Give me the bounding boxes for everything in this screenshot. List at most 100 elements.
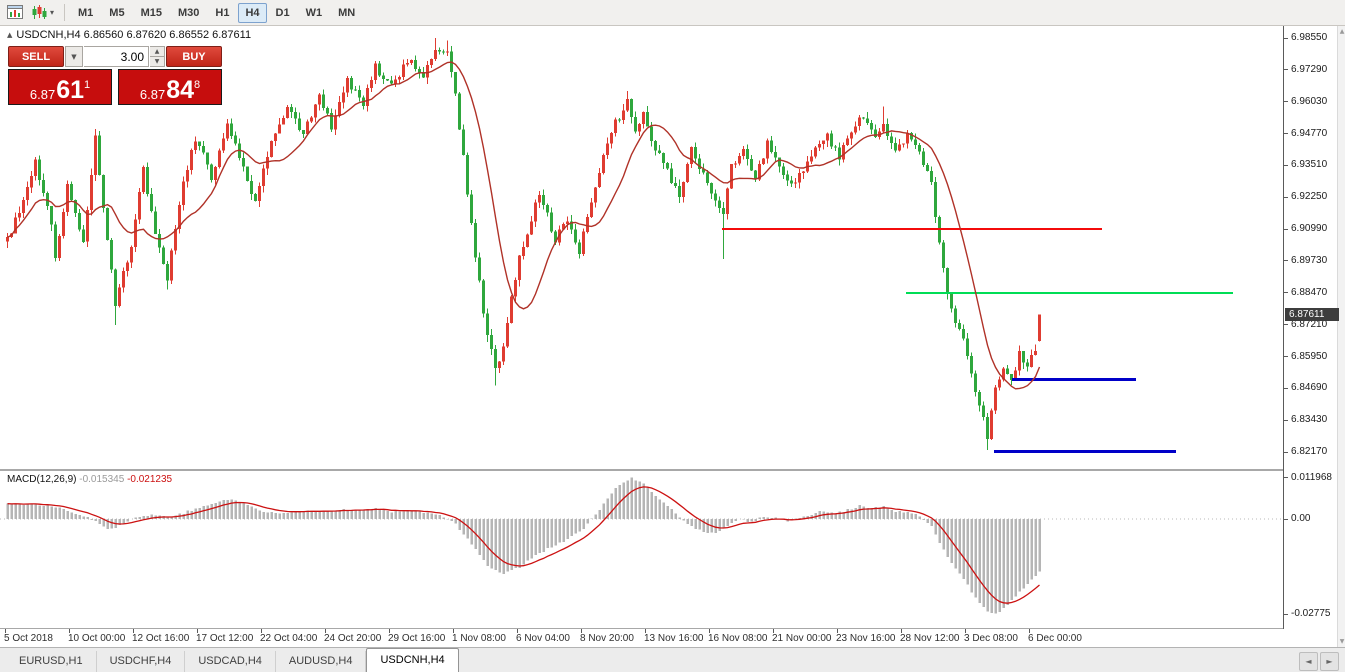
macd-axis-tick <box>1284 477 1288 478</box>
chart-type-icon[interactable]: ▾ <box>27 1 58 25</box>
current-price-badge: 6.87611 <box>1285 308 1339 321</box>
price-axis-label: 6.84690 <box>1291 382 1328 393</box>
sell-button[interactable]: SELL <box>8 46 64 67</box>
volume-spin-up-button[interactable]: ▲ <box>150 47 164 57</box>
price-axis-label: 6.96030 <box>1291 96 1328 107</box>
price-axis-label: 6.98550 <box>1291 32 1328 43</box>
timeframe-button-m5[interactable]: M5 <box>109 6 125 19</box>
timeframe-toolbar: M1 M5 M15 M30 H1 H4 D1 W1 MN <box>71 2 362 23</box>
candlestick-type-icon-image <box>32 5 47 19</box>
price-axis-tick <box>1284 69 1288 70</box>
time-axis-label: 23 Nov 16:00 <box>836 633 896 644</box>
price-axis-label: 6.88470 <box>1291 287 1328 298</box>
price-axis-tick <box>1284 229 1288 230</box>
volume-spin-down-button[interactable]: ▼ <box>150 57 164 66</box>
macd-axis-label: 0.00 <box>1291 513 1311 524</box>
time-axis-tick <box>389 629 390 633</box>
price-axis-label: 6.97290 <box>1291 64 1328 75</box>
moving-average-line <box>7 61 1041 390</box>
macd-indicator-label: MACD(12,26,9) -0.015345 -0.021235 <box>7 474 172 485</box>
price-axis-tick <box>1284 260 1288 261</box>
time-axis-label: 12 Oct 16:00 <box>132 633 190 644</box>
panel-splitter-bottom[interactable] <box>0 628 1283 629</box>
time-axis-tick <box>837 629 838 633</box>
chart-tab-usdcad-h4[interactable]: USDCAD,H4 <box>185 651 276 672</box>
price-axis-label: 6.85950 <box>1291 351 1328 362</box>
time-axis-tick <box>581 629 582 633</box>
time-axis-tick <box>325 629 326 633</box>
time-axis-label: 5 Oct 2018 <box>4 633 53 644</box>
price-axis-tick <box>1284 420 1288 421</box>
price-axis-tick <box>1284 388 1288 389</box>
time-axis-tick <box>453 629 454 633</box>
chart-tab-audusd-h4[interactable]: AUDUSD,H4 <box>276 651 367 672</box>
timeframe-button-d1[interactable]: D1 <box>275 6 290 19</box>
volume-input[interactable] <box>84 46 149 67</box>
timeframe-button-h4[interactable]: H4 <box>238 2 267 23</box>
chart-tab-usdcnh-h4[interactable]: USDCNH,H4 <box>366 648 459 672</box>
time-axis-tick <box>901 629 902 633</box>
time-axis-label: 29 Oct 16:00 <box>388 633 446 644</box>
price-axis[interactable]: 6.98550 6.97290 6.96030 6.94770 6.93510 6.922… <box>1283 26 1339 629</box>
timeframe-button-w1[interactable]: W1 <box>305 6 323 19</box>
price-axis-label: 6.92250 <box>1291 191 1328 202</box>
top-toolbar: ▾ M1 M5 M15 M30 H1 H4 D1 W1 MN <box>0 0 1345 26</box>
macd-signal-line <box>7 486 1040 604</box>
buy-price-display[interactable]: 6.87 84 8 <box>118 69 222 105</box>
time-axis-tick <box>197 629 198 633</box>
trend-lines[interactable] <box>722 228 1233 453</box>
macd-signal-value: -0.021235 <box>127 474 173 485</box>
buy-button[interactable]: BUY <box>166 46 222 67</box>
macd-panel[interactable] <box>0 471 1283 627</box>
vertical-scrollbar[interactable]: ▲ ▼ <box>1337 26 1345 647</box>
chart-tab-usdchf-h4[interactable]: USDCHF,H4 <box>97 651 186 672</box>
time-axis-label: 8 Nov 20:00 <box>580 633 634 644</box>
price-axis-label: 6.89730 <box>1291 255 1328 266</box>
time-axis-label: 21 Nov 00:00 <box>772 633 832 644</box>
price-axis-label: 6.90990 <box>1291 223 1328 234</box>
scroll-down-icon[interactable]: ▼ <box>1339 638 1345 645</box>
time-axis-label: 17 Oct 12:00 <box>196 633 254 644</box>
sell-price-display[interactable]: 6.87 61 1 <box>8 69 112 105</box>
tabs-scroll-right-button[interactable]: ► <box>1320 652 1339 671</box>
sell-price-sup: 1 <box>84 79 91 91</box>
price-axis-tick <box>1284 101 1288 102</box>
time-axis-tick <box>517 629 518 633</box>
time-axis-tick <box>261 629 262 633</box>
time-axis-label: 6 Dec 00:00 <box>1028 633 1082 644</box>
price-axis-tick <box>1284 452 1288 453</box>
price-axis-tick <box>1284 197 1288 198</box>
scroll-up-icon[interactable]: ▲ <box>1339 28 1345 35</box>
time-axis-label: 16 Nov 08:00 <box>708 633 768 644</box>
tabs-scroll-left-button[interactable]: ◄ <box>1299 652 1318 671</box>
tab-scroll-arrows: ◄ ► <box>1299 652 1339 671</box>
sell-price-pips: 61 <box>56 76 84 104</box>
chevron-down-icon: ▾ <box>50 8 55 17</box>
price-axis-tick <box>1284 133 1288 134</box>
price-chart[interactable] <box>0 26 1283 470</box>
time-axis-label: 22 Oct 04:00 <box>260 633 318 644</box>
time-axis[interactable]: 5 Oct 2018 10 Oct 00:00 12 Oct 16:00 17 Oct… <box>0 629 1283 647</box>
time-axis-label: 3 Dec 08:00 <box>964 633 1018 644</box>
chart-ohlc-header: ▲ USDCNH,H4 6.86560 6.87620 6.86552 6.876… <box>7 29 251 41</box>
timeframe-button-mn[interactable]: MN <box>338 6 356 19</box>
time-axis-tick <box>709 629 710 633</box>
timeframe-button-h1[interactable]: H1 <box>215 6 230 19</box>
volume-dropdown-button[interactable]: ▼ <box>65 46 83 67</box>
panel-splitter[interactable] <box>0 469 1283 471</box>
buy-price-pips: 84 <box>166 76 194 104</box>
chart-tabs-bar: EURUSD,H1 USDCHF,H4 USDCAD,H4 AUDUSD,H4 USDC… <box>0 647 1345 672</box>
chart-window-icon[interactable] <box>3 1 27 25</box>
macd-main-value: -0.015345 <box>79 474 125 485</box>
symbol-marker-icon: ▲ <box>7 31 13 39</box>
time-axis-label: 24 Oct 20:00 <box>324 633 382 644</box>
chart-tab-eurusd-h1[interactable]: EURUSD,H1 <box>6 651 97 672</box>
price-axis-label: 6.83430 <box>1291 414 1328 425</box>
header-high: 6.87620 <box>126 29 167 41</box>
timeframe-button-m1[interactable]: M1 <box>78 6 94 19</box>
macd-axis-label: 0.011968 <box>1291 472 1332 483</box>
time-axis-tick <box>773 629 774 633</box>
price-axis-label: 6.93510 <box>1291 159 1328 170</box>
timeframe-button-m15[interactable]: M15 <box>140 6 162 19</box>
timeframe-button-m30[interactable]: M30 <box>177 6 200 19</box>
